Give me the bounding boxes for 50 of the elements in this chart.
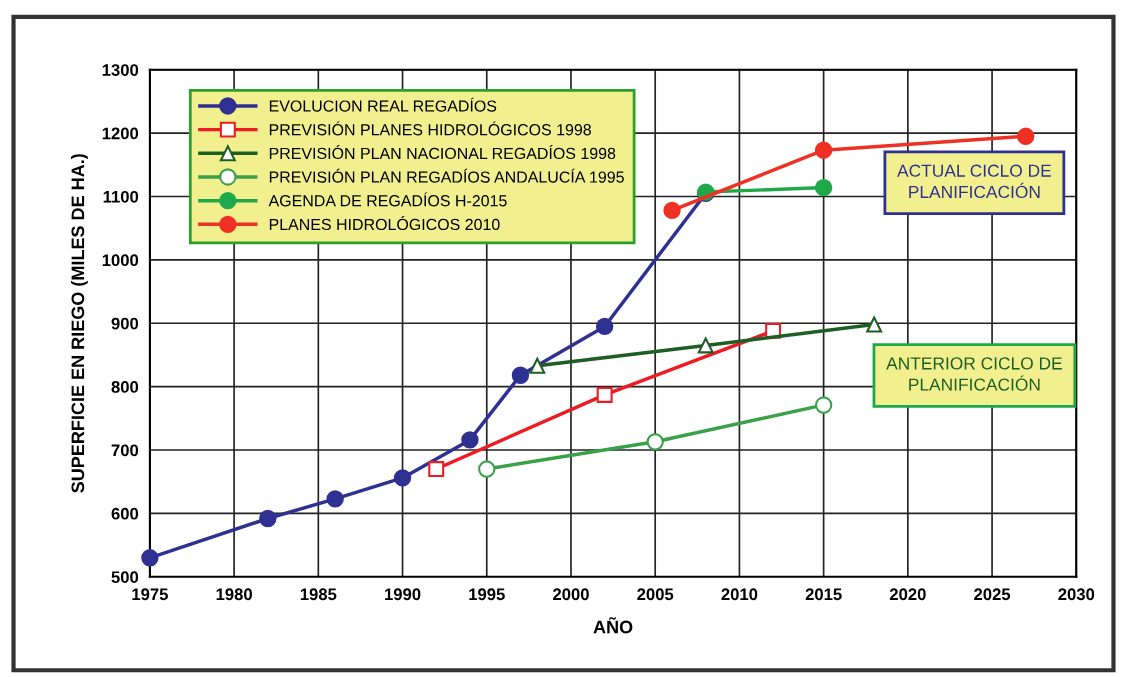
legend-label: PREVISIÓN PLAN REGADÍOS ANDALUCÍA 1995 [269,168,624,183]
x-tick-label: 2005 [637,588,674,601]
point [428,461,445,478]
point [326,490,344,508]
point [814,141,833,159]
legend-label: AGENDA DE REGADÍOS H-2015 [268,192,507,207]
x-tick-label: 1995 [469,588,505,601]
x-tick-label: 1980 [216,588,252,601]
point [529,357,546,374]
point [141,549,159,567]
y-tick-label: 1000 [102,254,139,267]
point [646,433,664,451]
x-tick-label: 2020 [889,588,926,601]
x-tick-label: 1985 [300,588,337,601]
x-tick-label: 2015 [805,588,842,601]
annotation: ANTERIOR CICLO DE PLANIFICACIÓN [886,357,1062,391]
legend-label: EVOLUCION REAL REGADÍOS [269,97,497,112]
y-tick-label: 1200 [102,127,139,140]
legend-label: PREVISIÓN PLANES HIDROLÓGICOS 1998 [269,121,591,136]
point [663,201,681,220]
point [259,509,277,528]
point [1017,127,1035,145]
point [866,316,883,333]
point [596,386,613,403]
x-tick-label: 1990 [385,588,421,601]
x-tick-label: 2010 [721,588,758,601]
x-axis-title: AÑO [593,617,633,634]
y-tick-label: 800 [111,381,139,393]
legend-label: PLANES HIDROLÓGICOS 2010 [269,216,500,231]
point [393,469,412,487]
point [697,337,714,354]
annotation: ACTUAL CICLO DE PLANIFICACIÓN [897,164,1051,199]
y-tick-label: 500 [111,571,139,584]
point [511,366,530,384]
x-tick-label: 1975 [132,588,168,601]
y-tick-label: 600 [111,507,139,520]
legend-label: PREVISIÓN PLAN NACIONAL REGADÍOS 1998 [269,145,616,160]
x-tick-label: 2025 [974,588,1011,601]
y-tick-label: 1100 [103,190,139,203]
point [478,460,496,478]
y-tick-label: 1300 [102,64,139,76]
y-tick-label: 900 [111,317,139,330]
x-tick-label: 2000 [553,588,589,601]
x-tick-label: 2030 [1058,588,1095,601]
y-tick-label: 700 [111,444,139,457]
point [814,178,833,197]
point [814,396,833,414]
point [461,431,479,449]
y-axis-title: SUPERFICIE EN RIEGO (MILES DE HA.) [70,154,88,493]
point [595,317,614,336]
